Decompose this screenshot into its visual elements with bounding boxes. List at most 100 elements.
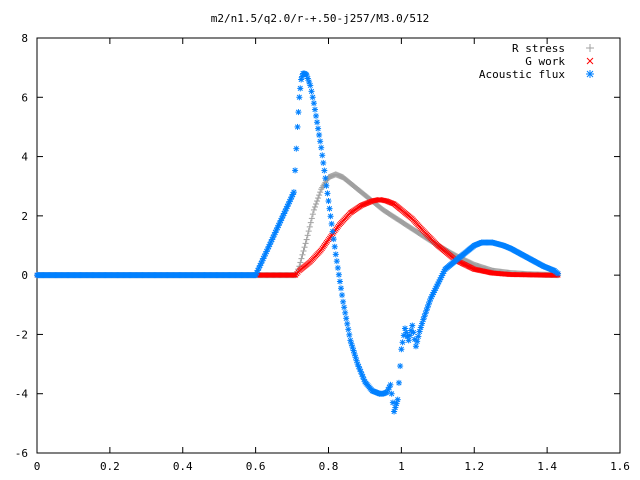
data-point [296,94,303,101]
data-point [290,272,297,278]
data-point [329,228,336,235]
data-point [325,198,332,205]
data-point [387,381,394,388]
data-point [344,320,351,327]
data-point [398,346,405,353]
data-point [332,251,339,258]
data-point [315,125,322,132]
data-point [328,220,335,227]
y-tick-label: -4 [15,388,29,401]
data-point [409,322,416,329]
data-point [343,315,350,322]
data-point [313,112,320,119]
data-point [309,211,316,218]
data-point [414,338,421,345]
data-point [311,203,318,210]
plot-frame [36,37,621,454]
data-point [310,206,317,213]
data-point [399,339,406,346]
data-point [330,236,337,243]
data-point [316,192,323,199]
data-point [283,205,290,212]
data-point [403,329,410,336]
data-point [297,259,304,266]
y-tick-label: -2 [15,328,28,341]
data-point [397,363,404,370]
data-point [293,145,300,152]
legend-label: G work [525,55,565,68]
data-point [394,396,401,403]
series-layer [34,70,562,415]
data-point [314,198,321,205]
x-tick-label: 0.2 [100,460,120,473]
data-point [405,337,412,344]
data-point [299,251,306,258]
legend-marker [586,44,594,52]
data-point [415,333,422,340]
data-point [300,248,307,255]
data-point [388,390,395,397]
y-tick-label: 2 [21,210,28,223]
data-point [306,223,313,230]
data-point [315,195,322,202]
data-point [395,379,402,386]
data-point [308,215,315,222]
legend-marker [586,57,594,65]
y-tick-label: 8 [21,32,28,45]
x-tick-label: 1.2 [464,460,484,473]
data-point [310,100,317,107]
data-point [393,400,400,407]
data-point [324,190,331,197]
legend-label: R stress [512,42,565,55]
data-point [333,258,340,265]
x-tick-label: 0.6 [246,460,266,473]
y-tick-label: 4 [21,151,28,164]
data-point [295,109,302,116]
data-point [309,94,316,101]
data-point [307,82,314,89]
data-point [322,175,329,182]
data-point [297,85,304,92]
data-point [327,213,334,220]
data-point [331,243,338,250]
x-tick-label: 1 [398,460,405,473]
data-point [326,205,333,212]
y-tick-label: 0 [21,269,28,282]
data-point [334,264,341,271]
data-point [340,298,347,305]
data-point [346,331,353,338]
data-point [305,228,312,235]
data-point [313,201,320,207]
data-point [317,138,324,145]
chart-title: m2/n1.5/q2.0/r-+.50-j257/M3.0/512 [211,12,430,25]
data-point [320,159,327,166]
data-point [307,219,314,226]
x-tick-label: 1.4 [537,460,557,473]
data-point [298,255,305,262]
data-point [342,309,349,316]
data-point [316,131,323,138]
data-point [319,152,326,159]
data-point [303,236,310,243]
data-point [308,88,315,95]
data-point [314,119,321,126]
data-point [336,278,343,285]
axis-ticks [36,37,621,454]
data-point [290,189,297,196]
data-point [337,285,344,292]
data-point [318,144,325,151]
data-point [321,167,328,174]
y-tick-label: -6 [15,447,28,460]
x-tick-label: 0 [34,460,41,473]
data-point [294,123,301,130]
data-point [304,232,311,239]
data-point [555,270,562,277]
data-point [323,182,330,189]
data-point [345,326,352,333]
series-acoustic-flux [34,70,562,415]
legend-marker [586,70,594,78]
data-point [341,304,348,311]
y-tick-label: 6 [21,91,28,104]
